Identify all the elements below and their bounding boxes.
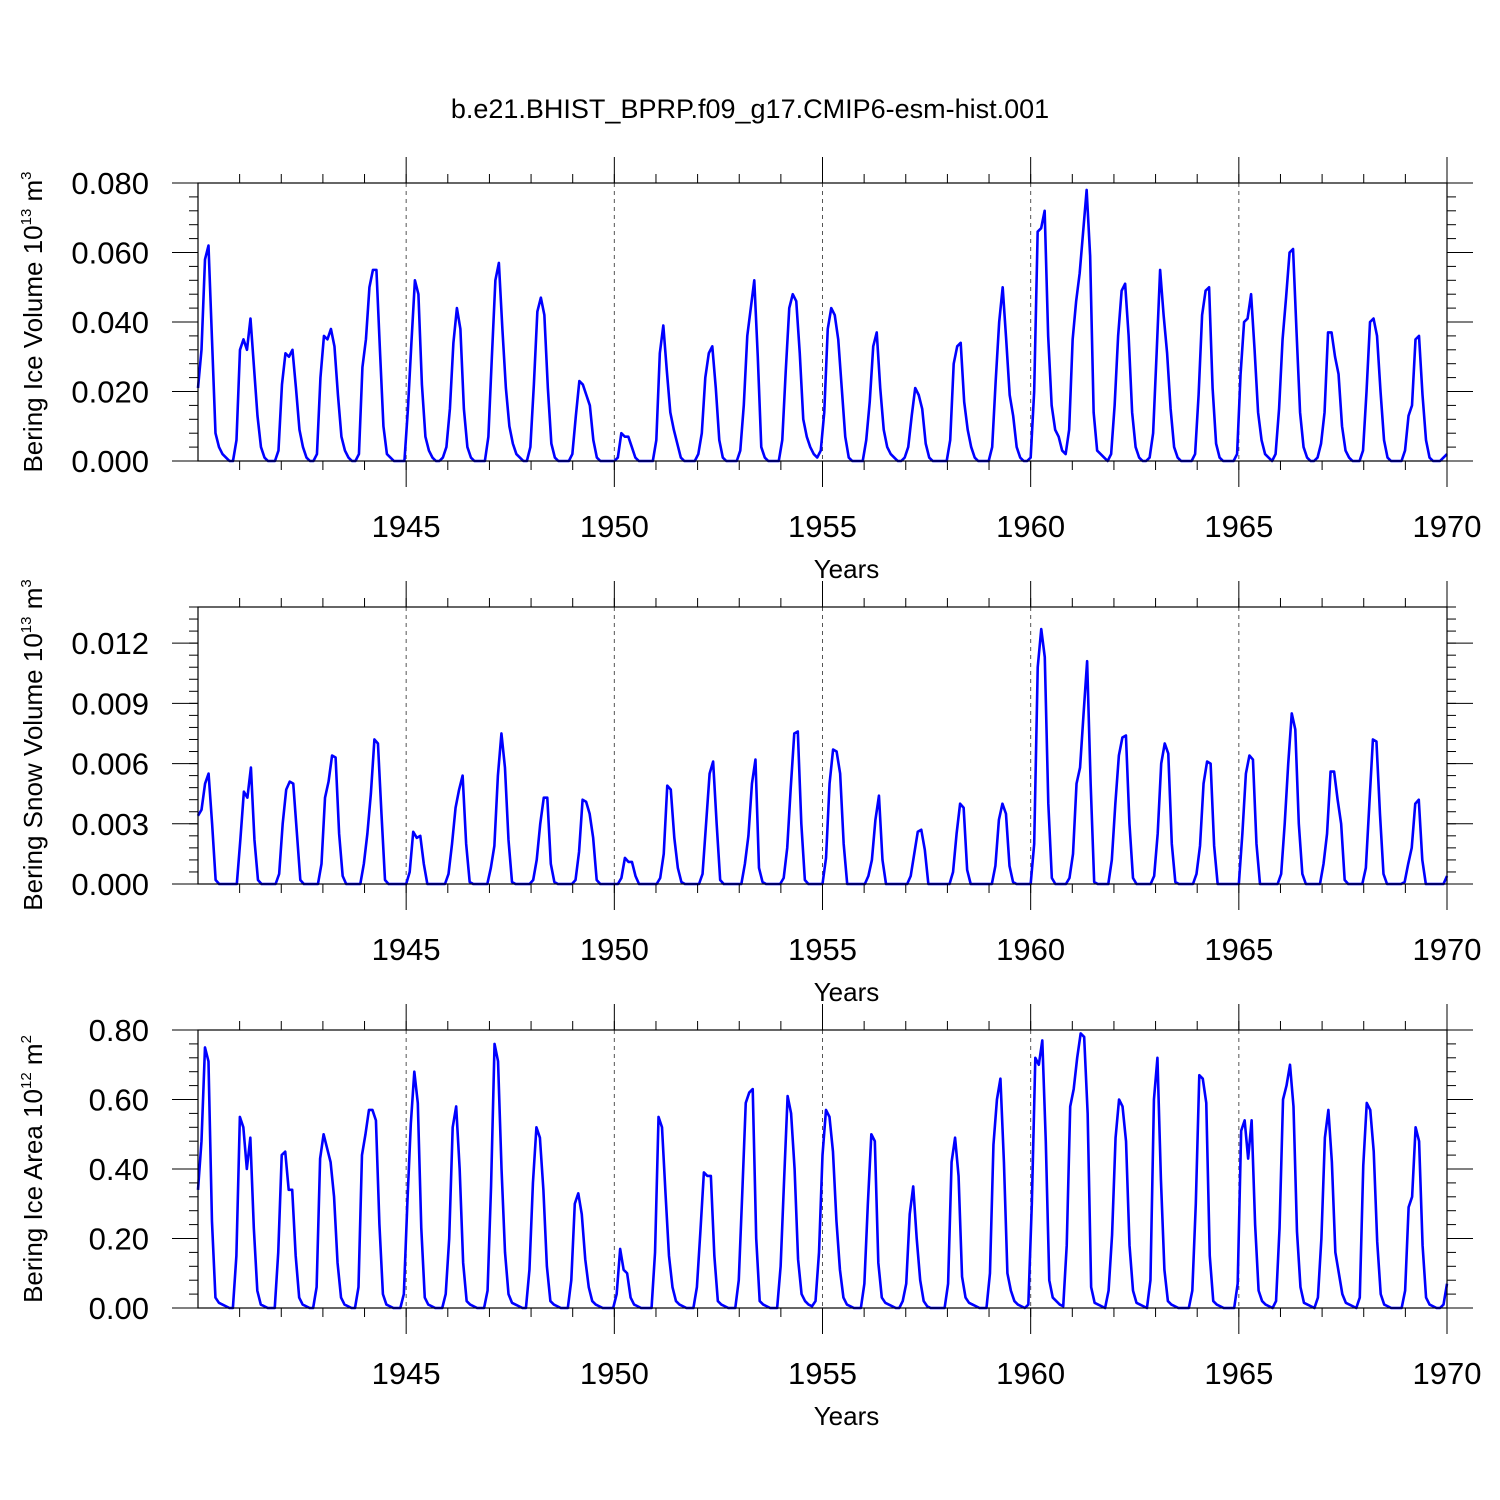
snow-volume-ytick-label: 0.003 xyxy=(71,807,149,842)
ice-area-y-axis-label-unit: m xyxy=(18,1043,48,1072)
ice-volume-y-axis-label: Bering Ice Volume 1013 m3 xyxy=(18,171,48,472)
ice-volume-series-line xyxy=(196,188,1448,463)
snow-volume-xtick-label: 1945 xyxy=(372,932,441,967)
ice-area-ytick-label: 0.40 xyxy=(89,1152,149,1187)
snow-volume-xtick-label: 1965 xyxy=(1204,932,1273,967)
ice-area-y-axis-label: Bering Ice Area 1012 m2 xyxy=(18,1035,48,1303)
snow-volume-ytick-label: 0.012 xyxy=(71,626,149,661)
snow-volume-panel: 0.000 0.003 0.006 0.009 0.012 1945 1950 1955 196… xyxy=(18,579,1481,1007)
ice-volume-ytick-label: 0.040 xyxy=(71,305,149,340)
snow-volume-ytick-label: 0.006 xyxy=(71,747,149,782)
ice-volume-y-axis-label-unit-exp: 3 xyxy=(18,171,35,179)
ice-volume-xtick-label: 1950 xyxy=(580,509,649,544)
ice-area-x-axis-label: Years xyxy=(814,1401,880,1431)
ice-area-panel: 0.00 0.20 0.40 0.60 0.80 1945 1950 1955 1960 1965… xyxy=(18,1004,1481,1431)
snow-volume-ytick-label: 0.009 xyxy=(71,686,149,721)
ice-volume-xtick-label: 1965 xyxy=(1204,509,1273,544)
ice-area-xtick-label: 1965 xyxy=(1204,1356,1273,1391)
ice-area-y-axis-label-exp: 12 xyxy=(18,1072,35,1089)
ice-volume-xtick-label: 1960 xyxy=(996,509,1065,544)
ice-area-y-axis-label-unit-exp: 2 xyxy=(18,1035,35,1043)
ice-volume-ytick-label: 0.020 xyxy=(71,375,149,410)
snow-volume-xtick-label: 1950 xyxy=(580,932,649,967)
snow-volume-xtick-label: 1955 xyxy=(788,932,857,967)
figure-title: b.e21.BHIST_BPRP.f09_g17.CMIP6-esm-hist.… xyxy=(451,94,1049,124)
ice-volume-y-axis-label-unit: m xyxy=(18,180,48,209)
ice-volume-xtick-label: 1945 xyxy=(372,509,441,544)
snow-volume-y-axis-label-main: Bering Snow Volume 10 xyxy=(18,633,48,911)
snow-volume-y-axis-label: Bering Snow Volume 1013 m3 xyxy=(18,579,48,910)
ice-volume-x-axis-label: Years xyxy=(814,554,880,584)
ice-volume-ytick-label: 0.060 xyxy=(71,236,149,271)
ice-area-y-axis-label-main: Bering Ice Area 10 xyxy=(18,1089,48,1303)
snow-volume-y-axis-label-exp: 13 xyxy=(18,617,35,634)
ice-area-xtick-label: 1955 xyxy=(788,1356,857,1391)
ice-volume-panel: 0.000 0.020 0.040 0.060 0.080 1945 1950 1955 196… xyxy=(18,157,1481,584)
snow-volume-xtick-label: 1960 xyxy=(996,932,1065,967)
ice-volume-ytick-label: 0.080 xyxy=(71,166,149,201)
snow-volume-series-line xyxy=(196,627,1449,886)
ice-area-xtick-label: 1945 xyxy=(372,1356,441,1391)
ice-volume-ytick-label: 0.000 xyxy=(71,444,149,479)
snow-volume-y-axis-label-unit-exp: 3 xyxy=(18,579,35,587)
ice-area-ytick-label: 0.60 xyxy=(89,1083,149,1118)
ice-volume-y-axis-label-exp: 13 xyxy=(18,209,35,226)
snow-volume-x-axis-label: Years xyxy=(814,977,880,1007)
ice-area-xtick-label: 1950 xyxy=(580,1356,649,1391)
snow-volume-y-axis-label-unit: m xyxy=(18,588,48,617)
ice-area-series-line xyxy=(196,1032,1449,1310)
ice-volume-xtick-label: 1970 xyxy=(1413,509,1482,544)
ice-area-ytick-label: 0.20 xyxy=(89,1222,149,1257)
ice-area-ytick-label: 0.00 xyxy=(89,1291,149,1326)
ice-area-xtick-label: 1960 xyxy=(996,1356,1065,1391)
ice-volume-xtick-label: 1955 xyxy=(788,509,857,544)
ice-area-xtick-label: 1970 xyxy=(1413,1356,1482,1391)
snow-volume-xtick-label: 1970 xyxy=(1413,932,1482,967)
ice-area-ytick-label: 0.80 xyxy=(89,1013,149,1048)
snow-volume-ytick-label: 0.000 xyxy=(71,867,149,902)
ice-volume-y-axis-label-main: Bering Ice Volume 10 xyxy=(18,225,48,472)
